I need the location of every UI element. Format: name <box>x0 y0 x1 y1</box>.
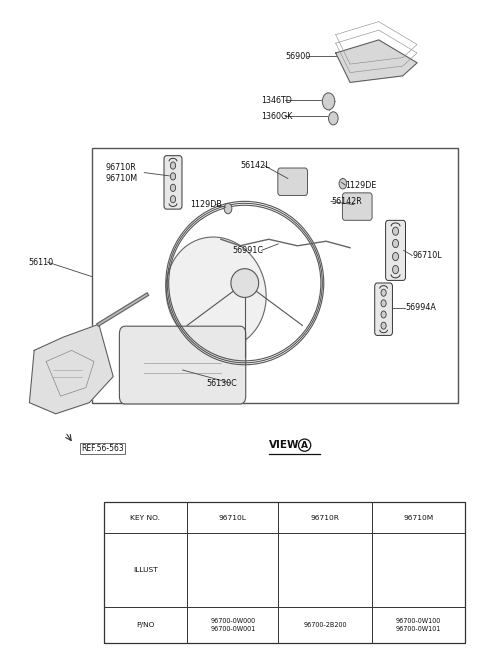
Circle shape <box>381 322 386 329</box>
Circle shape <box>322 548 328 555</box>
Circle shape <box>381 311 386 318</box>
Circle shape <box>230 548 236 555</box>
Polygon shape <box>336 40 417 83</box>
Ellipse shape <box>166 237 266 348</box>
Text: A: A <box>301 441 308 449</box>
Text: KEY NO.: KEY NO. <box>131 515 160 521</box>
Text: 96710L: 96710L <box>219 515 247 521</box>
Text: 56142L: 56142L <box>240 161 270 170</box>
Circle shape <box>328 112 338 125</box>
FancyBboxPatch shape <box>223 541 242 599</box>
Circle shape <box>322 584 328 592</box>
Circle shape <box>393 239 398 248</box>
Circle shape <box>224 203 232 214</box>
Text: 96700-0W000
96700-0W001: 96700-0W000 96700-0W001 <box>210 618 255 631</box>
Circle shape <box>415 548 421 555</box>
Text: 1360GK: 1360GK <box>262 112 293 121</box>
Circle shape <box>170 173 176 180</box>
FancyBboxPatch shape <box>342 193 372 220</box>
Circle shape <box>170 162 176 169</box>
FancyBboxPatch shape <box>315 541 335 599</box>
Text: 56991C: 56991C <box>233 246 264 255</box>
Circle shape <box>322 572 328 580</box>
Text: REF.56-563: REF.56-563 <box>81 444 124 453</box>
Text: 96710R: 96710R <box>106 163 137 172</box>
Circle shape <box>170 184 176 191</box>
Text: 56994A: 56994A <box>405 303 436 312</box>
Text: 96710L: 96710L <box>412 251 442 260</box>
Text: 56130C: 56130C <box>206 379 237 388</box>
Text: VIEW: VIEW <box>269 440 299 450</box>
Circle shape <box>381 300 386 307</box>
Ellipse shape <box>231 269 259 297</box>
Bar <box>104 502 465 643</box>
Circle shape <box>230 572 236 580</box>
Circle shape <box>339 178 347 189</box>
FancyBboxPatch shape <box>408 541 428 599</box>
Circle shape <box>393 252 398 261</box>
Text: 96710M: 96710M <box>403 515 433 521</box>
Circle shape <box>381 290 386 296</box>
Text: 96710R: 96710R <box>311 515 339 521</box>
Text: 1346TD: 1346TD <box>262 96 292 105</box>
FancyBboxPatch shape <box>278 168 308 195</box>
Polygon shape <box>29 324 113 414</box>
Text: P/NO: P/NO <box>136 622 155 627</box>
Circle shape <box>170 196 176 203</box>
Text: 96700-2B200: 96700-2B200 <box>303 622 347 627</box>
Circle shape <box>415 584 421 592</box>
Text: 56110: 56110 <box>28 257 54 267</box>
Text: 1129DE: 1129DE <box>345 181 377 189</box>
Text: 56142R: 56142R <box>331 197 362 206</box>
Bar <box>92 148 458 403</box>
Circle shape <box>393 227 398 235</box>
Circle shape <box>230 559 236 567</box>
Circle shape <box>322 559 328 567</box>
Text: 96710M: 96710M <box>106 174 138 183</box>
Circle shape <box>415 572 421 580</box>
FancyBboxPatch shape <box>375 283 393 335</box>
Circle shape <box>323 93 335 110</box>
FancyBboxPatch shape <box>164 156 182 209</box>
FancyBboxPatch shape <box>385 220 406 280</box>
Circle shape <box>393 265 398 274</box>
Circle shape <box>230 584 236 592</box>
Text: 1129DB: 1129DB <box>190 200 222 209</box>
Text: 96700-0W100
96700-0W101: 96700-0W100 96700-0W101 <box>396 618 441 631</box>
Circle shape <box>415 559 421 567</box>
Text: 56900: 56900 <box>286 52 311 61</box>
FancyBboxPatch shape <box>120 326 246 404</box>
Text: ILLUST: ILLUST <box>133 567 158 573</box>
